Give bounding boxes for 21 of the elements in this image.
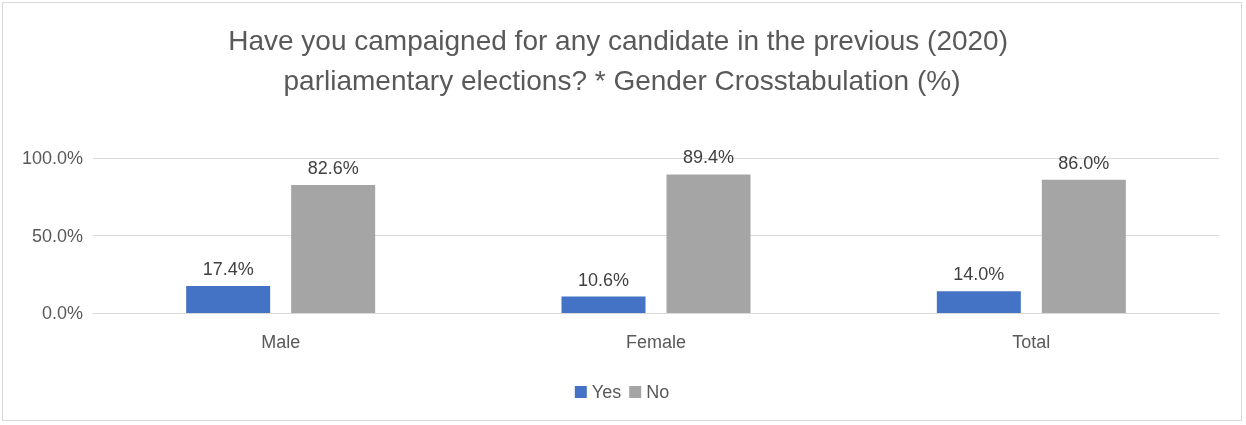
y-tick-label: 100.0%	[21, 148, 83, 168]
y-tick-label: 0.0%	[41, 303, 83, 323]
data-label: 14.0%	[953, 264, 1005, 285]
bar	[936, 291, 1021, 313]
x-tick-label: Female	[625, 332, 687, 352]
data-label: 86.0%	[1058, 152, 1110, 173]
legend-label: No	[646, 382, 670, 402]
bar	[291, 184, 376, 313]
data-label: 17.4%	[202, 259, 254, 280]
data-label: 89.4%	[682, 147, 735, 168]
legend-label: Yes	[591, 382, 622, 402]
x-tick-label: Male	[261, 332, 301, 352]
bar	[186, 286, 271, 313]
chart-title: Have you campaigned for any candidate in the previous (2020) parliamentary elections? * Gender Crosstabulation (%)	[228, 24, 1016, 96]
y-tick-label: 50.0%	[31, 225, 83, 246]
data-label: 10.6%	[577, 269, 630, 290]
data-label: 82.6%	[307, 157, 359, 178]
bar	[666, 174, 751, 313]
bar	[1041, 179, 1126, 313]
bar	[561, 296, 646, 313]
x-tick-label: Total	[1012, 332, 1051, 352]
